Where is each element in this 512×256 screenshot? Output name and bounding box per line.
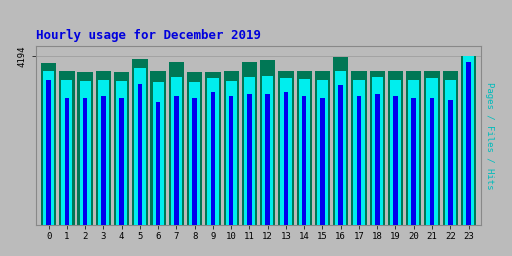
Bar xyxy=(444,80,456,225)
Bar xyxy=(83,98,88,225)
Bar xyxy=(408,80,419,225)
Bar xyxy=(424,71,440,225)
Bar xyxy=(463,56,474,225)
Bar xyxy=(193,98,197,225)
Bar xyxy=(296,71,312,225)
Bar xyxy=(430,98,434,225)
Bar xyxy=(448,100,453,225)
Bar xyxy=(43,71,54,225)
Bar xyxy=(171,77,182,225)
Bar xyxy=(96,71,111,225)
Bar xyxy=(265,94,270,225)
Bar xyxy=(187,72,202,225)
Bar xyxy=(335,71,346,225)
Bar xyxy=(406,71,421,225)
Bar xyxy=(412,98,416,225)
Bar xyxy=(390,80,401,225)
Bar xyxy=(466,62,471,225)
Y-axis label: Pages / Files / Hits: Pages / Files / Hits xyxy=(485,82,495,189)
Bar xyxy=(229,97,233,225)
Bar xyxy=(442,71,458,225)
Bar xyxy=(353,80,365,225)
Bar xyxy=(372,77,383,225)
Bar xyxy=(242,62,257,225)
Bar xyxy=(189,82,200,225)
Bar xyxy=(114,72,130,225)
Bar xyxy=(284,92,288,225)
Bar xyxy=(79,81,91,225)
Bar xyxy=(226,81,237,225)
Bar xyxy=(298,79,310,225)
Bar xyxy=(461,56,476,225)
Bar xyxy=(320,98,325,225)
Bar xyxy=(174,97,179,225)
Bar xyxy=(210,92,215,225)
Bar xyxy=(156,102,160,225)
Bar xyxy=(61,80,73,225)
Bar xyxy=(279,71,293,225)
Bar xyxy=(153,82,164,225)
Bar xyxy=(393,97,398,225)
Bar xyxy=(59,71,75,225)
Bar xyxy=(375,94,379,225)
Bar xyxy=(302,97,307,225)
Bar xyxy=(338,85,343,225)
Bar xyxy=(98,80,109,225)
Bar xyxy=(46,80,51,225)
Bar xyxy=(134,68,145,225)
Bar xyxy=(119,98,124,225)
Bar xyxy=(315,71,330,225)
Bar xyxy=(388,71,403,225)
Bar xyxy=(169,62,184,225)
Bar xyxy=(247,94,252,225)
Bar xyxy=(244,77,255,225)
Bar xyxy=(132,59,147,225)
Bar xyxy=(426,78,438,225)
Bar xyxy=(333,57,348,225)
Bar xyxy=(65,98,69,225)
Bar xyxy=(116,81,127,225)
Bar xyxy=(138,84,142,225)
Bar xyxy=(260,60,275,225)
Bar xyxy=(357,97,361,225)
Bar xyxy=(151,71,166,225)
Bar xyxy=(207,78,219,225)
Bar xyxy=(205,72,221,225)
Bar xyxy=(101,97,105,225)
Bar xyxy=(41,63,56,225)
Bar xyxy=(370,71,385,225)
Bar xyxy=(351,71,367,225)
Bar xyxy=(281,78,291,225)
Bar xyxy=(224,71,239,225)
Text: Hourly usage for December 2019: Hourly usage for December 2019 xyxy=(36,29,261,42)
Bar xyxy=(262,76,273,225)
Bar xyxy=(77,72,93,225)
Bar xyxy=(317,80,328,225)
